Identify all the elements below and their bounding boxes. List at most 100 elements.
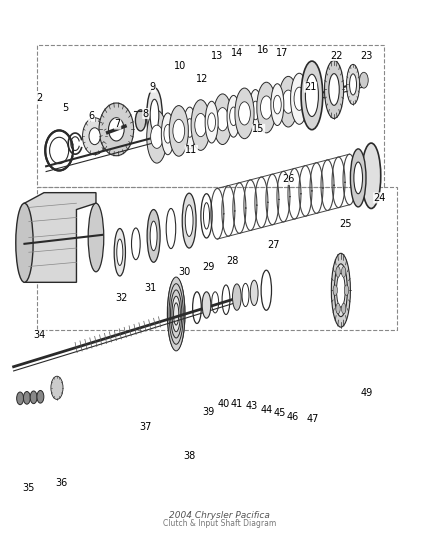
- Text: 44: 44: [260, 405, 272, 415]
- Text: 37: 37: [139, 422, 152, 432]
- Ellipse shape: [191, 100, 210, 150]
- Ellipse shape: [207, 113, 215, 132]
- Ellipse shape: [146, 88, 162, 142]
- Ellipse shape: [248, 90, 261, 131]
- Ellipse shape: [16, 203, 33, 282]
- Text: 49: 49: [360, 388, 372, 398]
- Ellipse shape: [346, 64, 359, 104]
- Text: 17: 17: [276, 48, 288, 58]
- Ellipse shape: [170, 290, 181, 338]
- Ellipse shape: [183, 107, 196, 149]
- Ellipse shape: [260, 96, 272, 119]
- Ellipse shape: [251, 101, 259, 120]
- Text: 45: 45: [272, 408, 285, 418]
- Text: 39: 39: [202, 407, 214, 417]
- Ellipse shape: [167, 277, 184, 351]
- Text: 14: 14: [230, 48, 242, 58]
- Ellipse shape: [232, 284, 240, 310]
- Ellipse shape: [163, 125, 171, 143]
- Text: 38: 38: [183, 451, 195, 462]
- Text: 47: 47: [306, 415, 318, 424]
- Ellipse shape: [108, 118, 124, 141]
- Text: 24: 24: [373, 193, 385, 203]
- Ellipse shape: [173, 119, 184, 142]
- Ellipse shape: [212, 94, 232, 144]
- Ellipse shape: [278, 76, 297, 127]
- Text: 25: 25: [338, 219, 351, 229]
- Text: 12: 12: [195, 74, 208, 84]
- Ellipse shape: [290, 73, 307, 124]
- Ellipse shape: [335, 303, 339, 314]
- Ellipse shape: [172, 296, 180, 332]
- Ellipse shape: [334, 264, 346, 317]
- Ellipse shape: [336, 273, 344, 307]
- Ellipse shape: [216, 108, 228, 131]
- Ellipse shape: [147, 209, 160, 262]
- Ellipse shape: [23, 392, 30, 404]
- Ellipse shape: [202, 292, 210, 318]
- Ellipse shape: [173, 303, 178, 325]
- Ellipse shape: [88, 203, 103, 272]
- Ellipse shape: [169, 106, 188, 156]
- Text: 29: 29: [202, 262, 214, 271]
- Ellipse shape: [349, 74, 356, 95]
- Text: 27: 27: [267, 240, 279, 251]
- Text: 16: 16: [256, 45, 268, 55]
- Text: 8: 8: [142, 109, 148, 118]
- Ellipse shape: [89, 128, 100, 144]
- Ellipse shape: [194, 114, 206, 136]
- Text: 11: 11: [185, 146, 197, 156]
- Ellipse shape: [305, 74, 318, 117]
- Text: 10: 10: [174, 61, 186, 71]
- Text: 34: 34: [33, 330, 46, 340]
- Ellipse shape: [361, 143, 380, 208]
- Ellipse shape: [51, 376, 63, 399]
- Text: 36: 36: [55, 478, 67, 488]
- Ellipse shape: [114, 229, 125, 276]
- Ellipse shape: [182, 193, 196, 248]
- Ellipse shape: [350, 149, 365, 207]
- Ellipse shape: [332, 285, 337, 295]
- Text: 43: 43: [245, 401, 258, 411]
- Ellipse shape: [343, 285, 348, 295]
- Text: 2004 Chrysler Pacifica: 2004 Chrysler Pacifica: [169, 511, 269, 520]
- Text: 46: 46: [286, 412, 298, 422]
- Text: 7: 7: [114, 119, 120, 129]
- Ellipse shape: [300, 61, 322, 130]
- Text: 22: 22: [329, 51, 342, 61]
- Text: 21: 21: [304, 82, 316, 92]
- Text: 35: 35: [22, 483, 35, 493]
- Text: 28: 28: [226, 256, 238, 266]
- Ellipse shape: [256, 82, 276, 133]
- Ellipse shape: [150, 221, 157, 251]
- Text: 23: 23: [360, 51, 372, 61]
- Ellipse shape: [52, 377, 62, 398]
- Ellipse shape: [117, 239, 123, 265]
- Ellipse shape: [37, 391, 44, 403]
- Ellipse shape: [226, 95, 240, 137]
- Ellipse shape: [30, 391, 37, 403]
- Ellipse shape: [161, 113, 174, 155]
- Ellipse shape: [99, 103, 134, 156]
- Text: 6: 6: [88, 111, 95, 121]
- Ellipse shape: [150, 99, 159, 131]
- Ellipse shape: [234, 88, 254, 139]
- Text: 9: 9: [149, 82, 155, 92]
- Ellipse shape: [353, 162, 362, 193]
- Ellipse shape: [146, 110, 166, 163]
- Ellipse shape: [167, 278, 184, 350]
- Text: 26: 26: [282, 174, 294, 184]
- Ellipse shape: [238, 102, 250, 125]
- Ellipse shape: [341, 266, 345, 277]
- Ellipse shape: [169, 284, 183, 344]
- Ellipse shape: [359, 72, 367, 88]
- Text: 31: 31: [144, 282, 156, 293]
- Text: Clutch & Input Shaft Diagram: Clutch & Input Shaft Diagram: [162, 519, 276, 528]
- Ellipse shape: [293, 87, 304, 110]
- Ellipse shape: [335, 266, 339, 277]
- Ellipse shape: [185, 205, 193, 237]
- Text: 13: 13: [211, 51, 223, 61]
- Text: 2: 2: [36, 93, 42, 103]
- Ellipse shape: [135, 110, 145, 131]
- Text: 40: 40: [217, 399, 230, 409]
